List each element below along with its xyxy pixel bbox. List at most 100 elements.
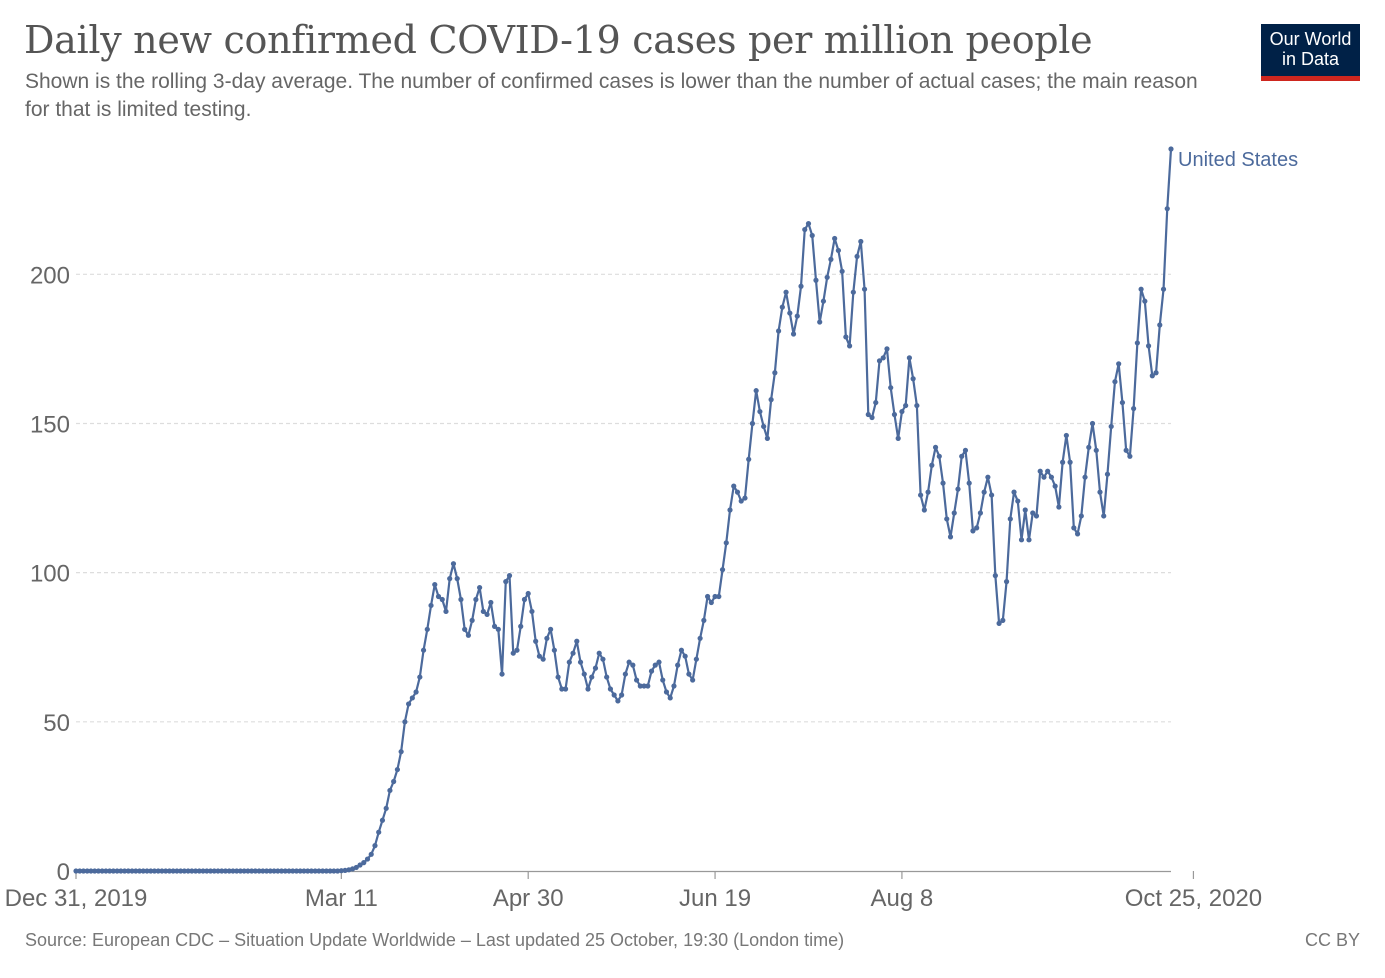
data-point[interactable] [428, 602, 434, 609]
data-point[interactable] [125, 868, 131, 874]
data-point[interactable] [839, 268, 845, 274]
data-point[interactable] [387, 787, 393, 794]
data-point[interactable] [903, 402, 909, 409]
data-point[interactable] [1030, 510, 1036, 516]
data-point[interactable] [955, 486, 961, 492]
data-point[interactable] [529, 608, 535, 615]
data-point[interactable] [260, 868, 266, 874]
data-point[interactable] [383, 805, 389, 811]
data-point[interactable] [925, 489, 931, 495]
license-link[interactable]: CC BY [1304, 930, 1360, 950]
data-point[interactable] [316, 868, 322, 874]
data-point[interactable] [663, 689, 670, 695]
data-point[interactable] [577, 659, 584, 665]
data-point[interactable] [361, 860, 367, 866]
data-point[interactable] [861, 286, 868, 292]
data-point[interactable] [906, 355, 912, 361]
data-point[interactable] [1078, 513, 1084, 519]
data-point[interactable] [645, 683, 651, 689]
data-point[interactable] [211, 868, 217, 874]
data-point[interactable] [331, 868, 337, 874]
data-point[interactable] [413, 689, 419, 695]
data-point[interactable] [406, 701, 412, 707]
data-point[interactable] [660, 677, 666, 683]
data-point[interactable] [652, 662, 658, 668]
data-point[interactable] [888, 385, 894, 391]
data-point[interactable] [899, 408, 905, 415]
data-point[interactable] [970, 528, 976, 534]
data-point[interactable] [1011, 489, 1017, 495]
data-point[interactable] [99, 868, 105, 874]
data-point[interactable] [940, 480, 946, 486]
data-point[interactable] [1022, 507, 1028, 513]
data-point[interactable] [708, 599, 714, 606]
data-point[interactable] [798, 283, 804, 289]
data-point[interactable] [1071, 525, 1077, 531]
data-point[interactable] [996, 620, 1002, 626]
data-point[interactable] [731, 483, 737, 489]
data-point[interactable] [275, 868, 281, 874]
data-point[interactable] [1134, 340, 1140, 346]
data-point[interactable] [828, 256, 834, 262]
data-point[interactable] [869, 414, 875, 421]
data-point[interactable] [245, 868, 251, 874]
data-point[interactable] [895, 435, 901, 441]
data-point[interactable] [678, 647, 685, 653]
data-point[interactable] [787, 310, 793, 316]
data-point[interactable] [977, 510, 984, 516]
data-point[interactable] [656, 659, 662, 665]
data-point[interactable] [1045, 468, 1051, 474]
data-point[interactable] [480, 608, 486, 615]
data-point[interactable] [222, 868, 229, 874]
data-point[interactable] [1052, 483, 1058, 489]
data-point[interactable] [697, 635, 703, 641]
data-point[interactable] [536, 653, 543, 659]
data-point[interactable] [107, 868, 113, 874]
data-point[interactable] [77, 868, 83, 874]
data-point[interactable] [1149, 373, 1155, 379]
data-point[interactable] [1000, 617, 1006, 623]
data-point[interactable] [1003, 579, 1010, 585]
data-point[interactable] [465, 632, 472, 638]
data-point[interactable] [469, 617, 475, 623]
data-point[interactable] [226, 868, 232, 874]
data-point[interactable] [518, 623, 524, 629]
data-point[interactable] [521, 596, 528, 603]
data-point[interactable] [163, 868, 169, 874]
data-point[interactable] [947, 534, 954, 540]
data-point[interactable] [286, 868, 292, 874]
data-point[interactable] [884, 346, 890, 352]
data-point[interactable] [932, 444, 939, 450]
data-point[interactable] [204, 868, 210, 874]
data-point[interactable] [1007, 516, 1013, 522]
data-point[interactable] [491, 623, 498, 629]
data-point[interactable] [865, 411, 871, 418]
data-point[interactable] [140, 868, 146, 874]
data-point[interactable] [92, 868, 98, 874]
data-point[interactable] [420, 647, 427, 653]
data-point[interactable] [959, 453, 965, 459]
data-point[interactable] [450, 561, 457, 567]
data-point[interactable] [88, 868, 94, 874]
series-label-united-states[interactable]: United States [1178, 149, 1298, 171]
data-point[interactable] [1145, 343, 1152, 349]
data-point[interactable] [719, 567, 726, 573]
data-point[interactable] [129, 868, 135, 874]
data-point[interactable] [873, 399, 879, 406]
data-point[interactable] [533, 638, 539, 644]
data-point[interactable] [716, 593, 722, 600]
data-point[interactable] [854, 253, 860, 260]
data-point[interactable] [753, 388, 759, 394]
data-point[interactable] [734, 489, 741, 495]
data-point[interactable] [858, 238, 864, 245]
data-point[interactable] [84, 868, 90, 874]
data-point[interactable] [174, 868, 180, 874]
data-point[interactable] [297, 868, 303, 874]
data-point[interactable] [1123, 447, 1129, 453]
data-point[interactable] [196, 868, 202, 874]
data-point[interactable] [824, 274, 830, 280]
data-point[interactable] [398, 749, 404, 755]
data-point[interactable] [230, 868, 236, 874]
data-point[interactable] [241, 868, 247, 874]
data-point[interactable] [1086, 444, 1092, 450]
